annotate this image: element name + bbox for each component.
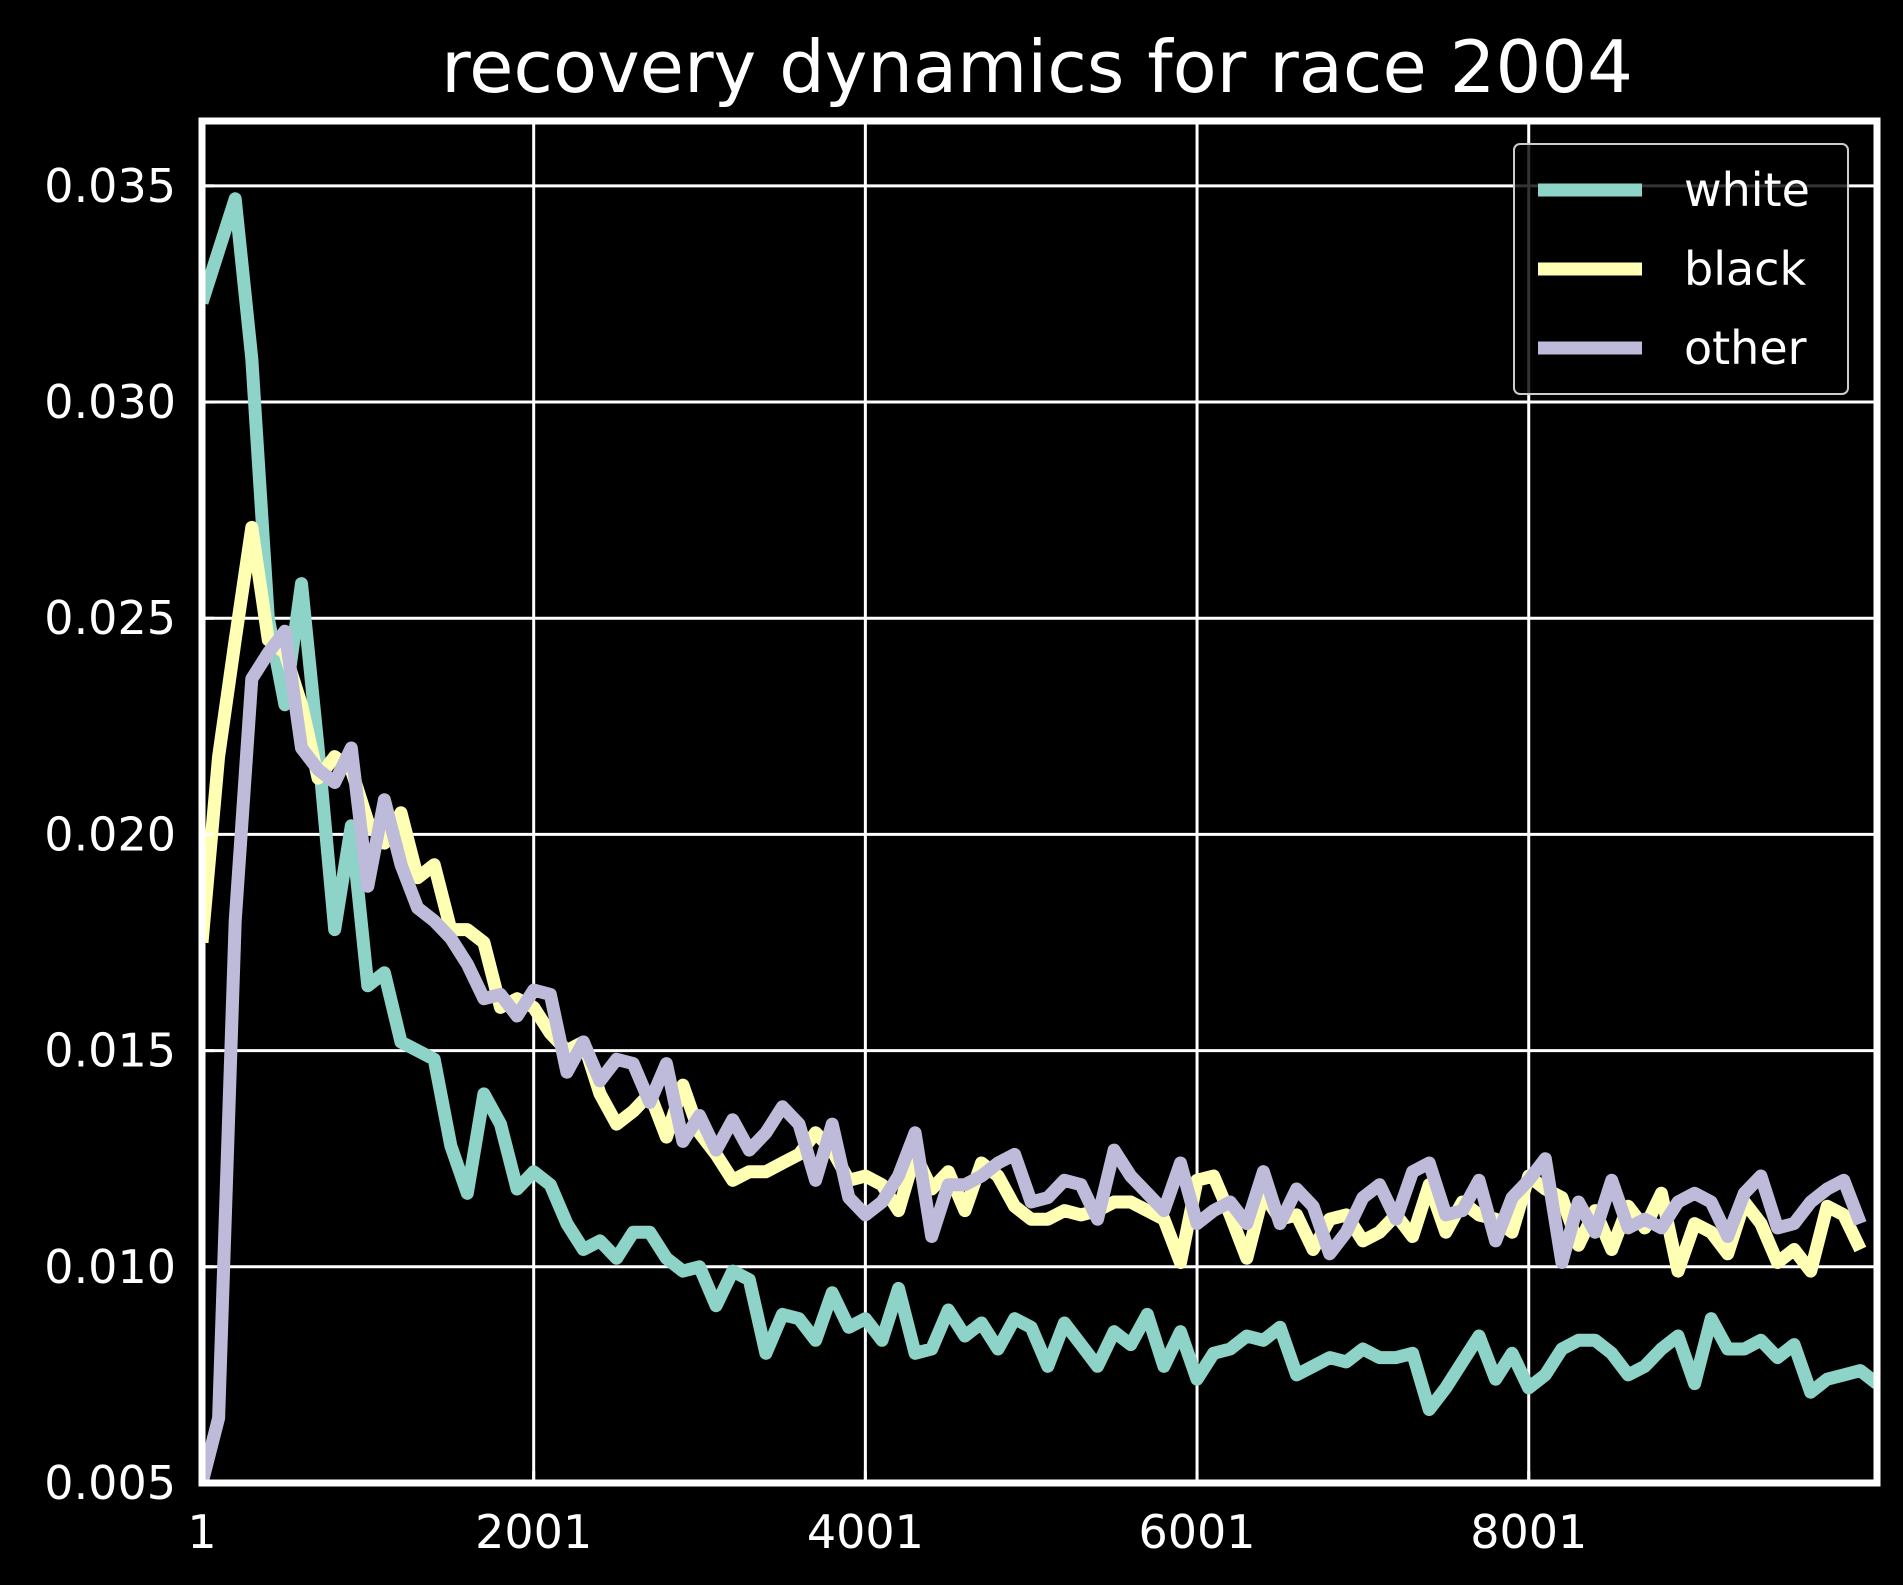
y-tick-label: 0.005	[44, 1456, 176, 1510]
x-tick-label: 1	[187, 1505, 216, 1559]
x-tick-label: 4001	[807, 1505, 924, 1559]
chart-title: recovery dynamics for race 2004	[441, 25, 1633, 109]
legend-box	[1513, 143, 1849, 395]
y-tick-label: 0.035	[44, 159, 176, 213]
y-axis-ticks: 0.005 0.010 0.015 0.020 0.025 0.030 0.035	[44, 159, 214, 1510]
series-line-black	[202, 520, 1867, 1278]
y-tick-label: 0.020	[44, 807, 176, 861]
y-tick-label: 0.015	[44, 1024, 176, 1078]
y-tick-label: 0.010	[44, 1240, 176, 1294]
y-tick-label: 0.030	[44, 375, 176, 429]
legend-label-white: white	[1684, 163, 1810, 217]
x-axis-ticks: 1 2001 4001 6001 8001	[187, 1471, 1587, 1559]
series-line-other	[202, 624, 1867, 1483]
x-tick-label: 2001	[475, 1505, 592, 1559]
legend-label-black: black	[1684, 242, 1806, 296]
legend-label-other: other	[1684, 321, 1807, 375]
legend: white black other	[1513, 143, 1849, 395]
y-tick-label: 0.025	[44, 591, 176, 645]
x-tick-label: 6001	[1139, 1505, 1256, 1559]
plot-frame	[198, 117, 1881, 1487]
series-line-white	[202, 192, 1877, 1416]
series-group	[202, 192, 1877, 1483]
x-tick-label: 8001	[1470, 1505, 1587, 1559]
